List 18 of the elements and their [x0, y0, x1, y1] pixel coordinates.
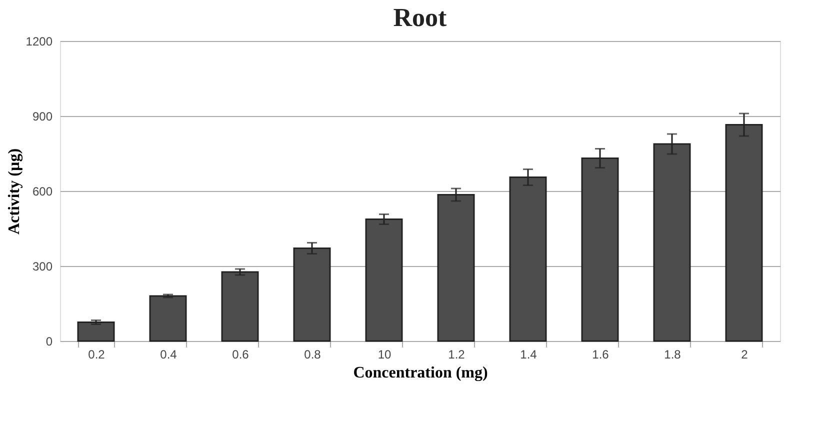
chart-title: Root: [393, 3, 448, 32]
y-tick-label: 600: [32, 184, 53, 198]
x-tick-label: 0.8: [304, 348, 322, 362]
x-tick-label: 2: [741, 348, 748, 362]
x-tick-label: 0.2: [88, 348, 106, 362]
x-tick-label: 0.6: [232, 348, 250, 362]
y-tick-label: 300: [32, 260, 53, 274]
y-tick-label: 0: [46, 334, 53, 348]
x-tick-label: 10: [378, 348, 392, 362]
y-tick-label: 900: [32, 110, 53, 124]
y-tick-label: 1200: [26, 34, 53, 48]
x-tick-label: 1.8: [664, 348, 682, 362]
x-tick-label: 1.2: [448, 348, 466, 362]
y-axis-title: Activity (µg): [6, 148, 23, 235]
x-tick-label: 1.4: [520, 348, 538, 362]
x-tick-label: 0.4: [160, 348, 178, 362]
x-axis-title: Concentration (mg): [353, 364, 488, 382]
x-tick-label: 1.6: [592, 348, 610, 362]
